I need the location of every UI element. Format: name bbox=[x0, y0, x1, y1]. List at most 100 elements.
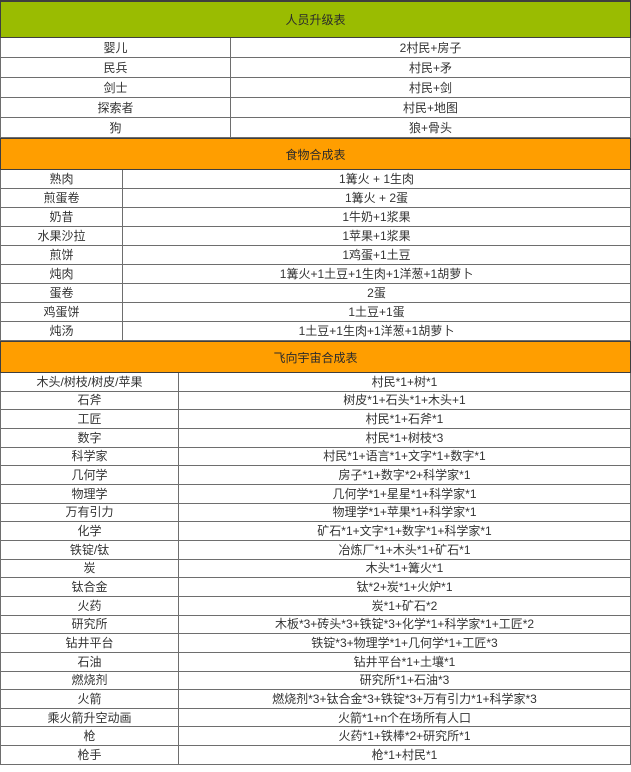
result-cell: 铁锭/钛 bbox=[1, 540, 179, 559]
table-row: 炖肉 1篝火+1土豆+1生肉+1洋葱+1胡萝卜 bbox=[0, 265, 631, 284]
result-cell: 剑士 bbox=[1, 78, 231, 97]
result-cell: 蛋卷 bbox=[1, 284, 123, 302]
result-cell: 石斧 bbox=[1, 391, 179, 410]
recipe-cell: 钛*2+炭*1+火炉*1 bbox=[356, 580, 453, 595]
recipe-cell: 村民*1+石斧*1 bbox=[365, 412, 444, 427]
table-row: 枪 火药*1+铁棒*2+研究所*1 bbox=[0, 727, 631, 747]
result-cell: 探索者 bbox=[1, 98, 231, 117]
recipe-cell: 树皮*1+石头*1+木头+1 bbox=[343, 393, 466, 408]
result-cell: 熟肉 bbox=[1, 170, 123, 188]
result-cell: 石油 bbox=[1, 652, 179, 671]
result-cell: 炭 bbox=[1, 559, 179, 578]
table-row: 几何学 房子*1+数字*2+科学家*1 bbox=[0, 466, 631, 485]
table-row: 钛合金 钛*2+炭*1+火炉*1 bbox=[0, 578, 631, 597]
recipe-cell: 枪*1+村民*1 bbox=[371, 747, 438, 762]
table-row: 炖汤 1土豆+1生肉+1洋葱+1胡萝卜 bbox=[0, 322, 631, 341]
personnel-upgrade-table: 人员升级表 婴儿 2村民+房子 民兵 村民+矛 剑士 村民+剑 探索者 村民+地… bbox=[0, 0, 631, 138]
table-row: 钻井平台 铁锭*3+物理学*1+几何学*1+工匠*3 bbox=[0, 634, 631, 653]
table-row: 奶昔 1牛奶+1浆果 bbox=[0, 208, 631, 227]
table-row: 石油 钻井平台*1+土壤*1 bbox=[0, 652, 631, 672]
result-cell: 奶昔 bbox=[1, 208, 123, 226]
table-row: 化学 矿石*1+文字*1+数字*1+科学家*1 bbox=[0, 522, 631, 541]
result-cell: 燃烧剂 bbox=[1, 671, 179, 690]
result-cell: 煎饼 bbox=[1, 246, 123, 264]
recipe-cell: 木板*3+砖头*3+铁锭*3+化学*1+科学家*1+工匠*2 bbox=[274, 617, 535, 632]
recipe-cell: 1土豆+1蛋 bbox=[348, 305, 405, 319]
food-synthesis-header: 食物合成表 bbox=[0, 138, 631, 170]
table-row: 民兵 村民+矛 bbox=[0, 58, 631, 78]
result-cell: 狗 bbox=[1, 118, 231, 137]
recipe-cell: 村民+地图 bbox=[402, 100, 458, 115]
table-row: 乘火箭升空动画 火箭*1+n个在场所有人口 bbox=[0, 708, 631, 728]
fly-to-universe-synthesis-rows: 木头/树枝/树皮/苹果 村民*1+树*1 石斧 树皮*1+石头*1+木头+1 工… bbox=[0, 373, 631, 765]
recipe-cell: 村民+剑 bbox=[408, 80, 452, 95]
table-row: 枪手 枪*1+村民*1 bbox=[0, 746, 631, 765]
table-row: 火箭 燃烧剂*3+钛合金*3+铁锭*3+万有引力*1+科学家*3 bbox=[0, 690, 631, 709]
recipe-cell: 1土豆+1生肉+1洋葱+1胡萝卜 bbox=[298, 324, 455, 338]
recipe-cell: 1篝火+1土豆+1生肉+1洋葱+1胡萝卜 bbox=[279, 267, 474, 281]
recipe-cell: 村民+矛 bbox=[408, 60, 452, 75]
table-row: 婴儿 2村民+房子 bbox=[0, 38, 631, 58]
result-cell: 工匠 bbox=[1, 410, 179, 428]
recipe-cell: 木头*1+篝火*1 bbox=[365, 561, 444, 576]
result-cell: 枪手 bbox=[1, 746, 179, 764]
recipe-cell: 炭*1+矿石*2 bbox=[371, 598, 438, 613]
recipe-cell: 钻井平台*1+土壤*1 bbox=[353, 654, 456, 669]
recipe-cell: 研究所*1+石油*3 bbox=[359, 673, 450, 688]
table-row: 狗 狼+骨头 bbox=[0, 118, 631, 138]
recipe-cell: 村民*1+树枝*3 bbox=[365, 430, 444, 445]
recipe-cell: 冶炼厂*1+木头*1+矿石*1 bbox=[338, 542, 471, 557]
result-cell: 枪 bbox=[1, 727, 179, 746]
result-cell: 火药 bbox=[1, 596, 179, 615]
result-cell: 火箭 bbox=[1, 690, 179, 708]
result-cell: 化学 bbox=[1, 522, 179, 540]
result-cell: 煎蛋卷 bbox=[1, 189, 123, 207]
result-cell: 民兵 bbox=[1, 58, 231, 77]
table-row: 鸡蛋饼 1土豆+1蛋 bbox=[0, 303, 631, 322]
personnel-upgrade-rows: 婴儿 2村民+房子 民兵 村民+矛 剑士 村民+剑 探索者 村民+地图 狗 狼+… bbox=[0, 38, 631, 138]
result-cell: 水果沙拉 bbox=[1, 227, 123, 245]
result-cell: 婴儿 bbox=[1, 38, 231, 57]
table-row: 煎蛋卷 1篝火 + 2蛋 bbox=[0, 189, 631, 208]
recipe-cell: 房子*1+数字*2+科学家*1 bbox=[338, 468, 471, 483]
recipe-cell: 火箭*1+n个在场所有人口 bbox=[337, 710, 472, 725]
result-cell: 钛合金 bbox=[1, 578, 179, 596]
recipe-cell: 火药*1+铁棒*2+研究所*1 bbox=[338, 729, 471, 744]
fly-to-universe-synthesis-table: 飞向宇宙合成表 木头/树枝/树皮/苹果 村民*1+树*1 石斧 树皮*1+石头*… bbox=[0, 341, 631, 765]
recipe-cell: 1牛奶+1浆果 bbox=[342, 210, 411, 224]
personnel-upgrade-header: 人员升级表 bbox=[0, 0, 631, 38]
table-row: 熟肉 1篝火 + 1生肉 bbox=[0, 170, 631, 189]
table-row: 蛋卷 2蛋 bbox=[0, 284, 631, 303]
table-row: 物理学 几何学*1+星星*1+科学家*1 bbox=[0, 484, 631, 504]
table-row: 水果沙拉 1苹果+1浆果 bbox=[0, 227, 631, 246]
result-cell: 几何学 bbox=[1, 466, 179, 484]
result-cell: 研究所 bbox=[1, 615, 179, 634]
table-row: 铁锭/钛 冶炼厂*1+木头*1+矿石*1 bbox=[0, 540, 631, 560]
result-cell: 鸡蛋饼 bbox=[1, 303, 123, 321]
result-cell: 乘火箭升空动画 bbox=[1, 708, 179, 727]
table-row: 科学家 村民*1+语言*1+文字*1+数字*1 bbox=[0, 447, 631, 467]
table-row: 燃烧剂 研究所*1+石油*3 bbox=[0, 671, 631, 691]
table-row: 石斧 树皮*1+石头*1+木头+1 bbox=[0, 391, 631, 411]
recipe-cell: 村民*1+树*1 bbox=[371, 374, 438, 389]
table-row: 炭 木头*1+篝火*1 bbox=[0, 559, 631, 579]
table-row: 研究所 木板*3+砖头*3+铁锭*3+化学*1+科学家*1+工匠*2 bbox=[0, 615, 631, 635]
recipe-cell: 物理学*1+苹果*1+科学家*1 bbox=[332, 505, 477, 520]
table-row: 探索者 村民+地图 bbox=[0, 98, 631, 118]
recipe-cell: 2蛋 bbox=[367, 286, 386, 300]
table-row: 数字 村民*1+树枝*3 bbox=[0, 428, 631, 448]
recipe-cell: 矿石*1+文字*1+数字*1+科学家*1 bbox=[317, 524, 492, 539]
result-cell: 钻井平台 bbox=[1, 634, 179, 652]
result-cell: 物理学 bbox=[1, 484, 179, 503]
table-row: 煎饼 1鸡蛋+1土豆 bbox=[0, 246, 631, 265]
food-synthesis-rows: 熟肉 1篝火 + 1生肉 煎蛋卷 1篝火 + 2蛋 奶昔 1牛奶+1浆果 水果沙… bbox=[0, 170, 631, 341]
table-row: 剑士 村民+剑 bbox=[0, 78, 631, 98]
recipe-cell: 狼+骨头 bbox=[408, 120, 452, 135]
food-synthesis-table: 食物合成表 熟肉 1篝火 + 1生肉 煎蛋卷 1篝火 + 2蛋 奶昔 1牛奶+1… bbox=[0, 138, 631, 341]
result-cell: 科学家 bbox=[1, 447, 179, 466]
recipe-cell: 2村民+房子 bbox=[399, 40, 462, 55]
recipe-cell: 1篝火 + 2蛋 bbox=[344, 191, 409, 205]
fly-to-universe-synthesis-header: 飞向宇宙合成表 bbox=[0, 341, 631, 373]
recipe-cell: 燃烧剂*3+钛合金*3+铁锭*3+万有引力*1+科学家*3 bbox=[272, 691, 537, 706]
